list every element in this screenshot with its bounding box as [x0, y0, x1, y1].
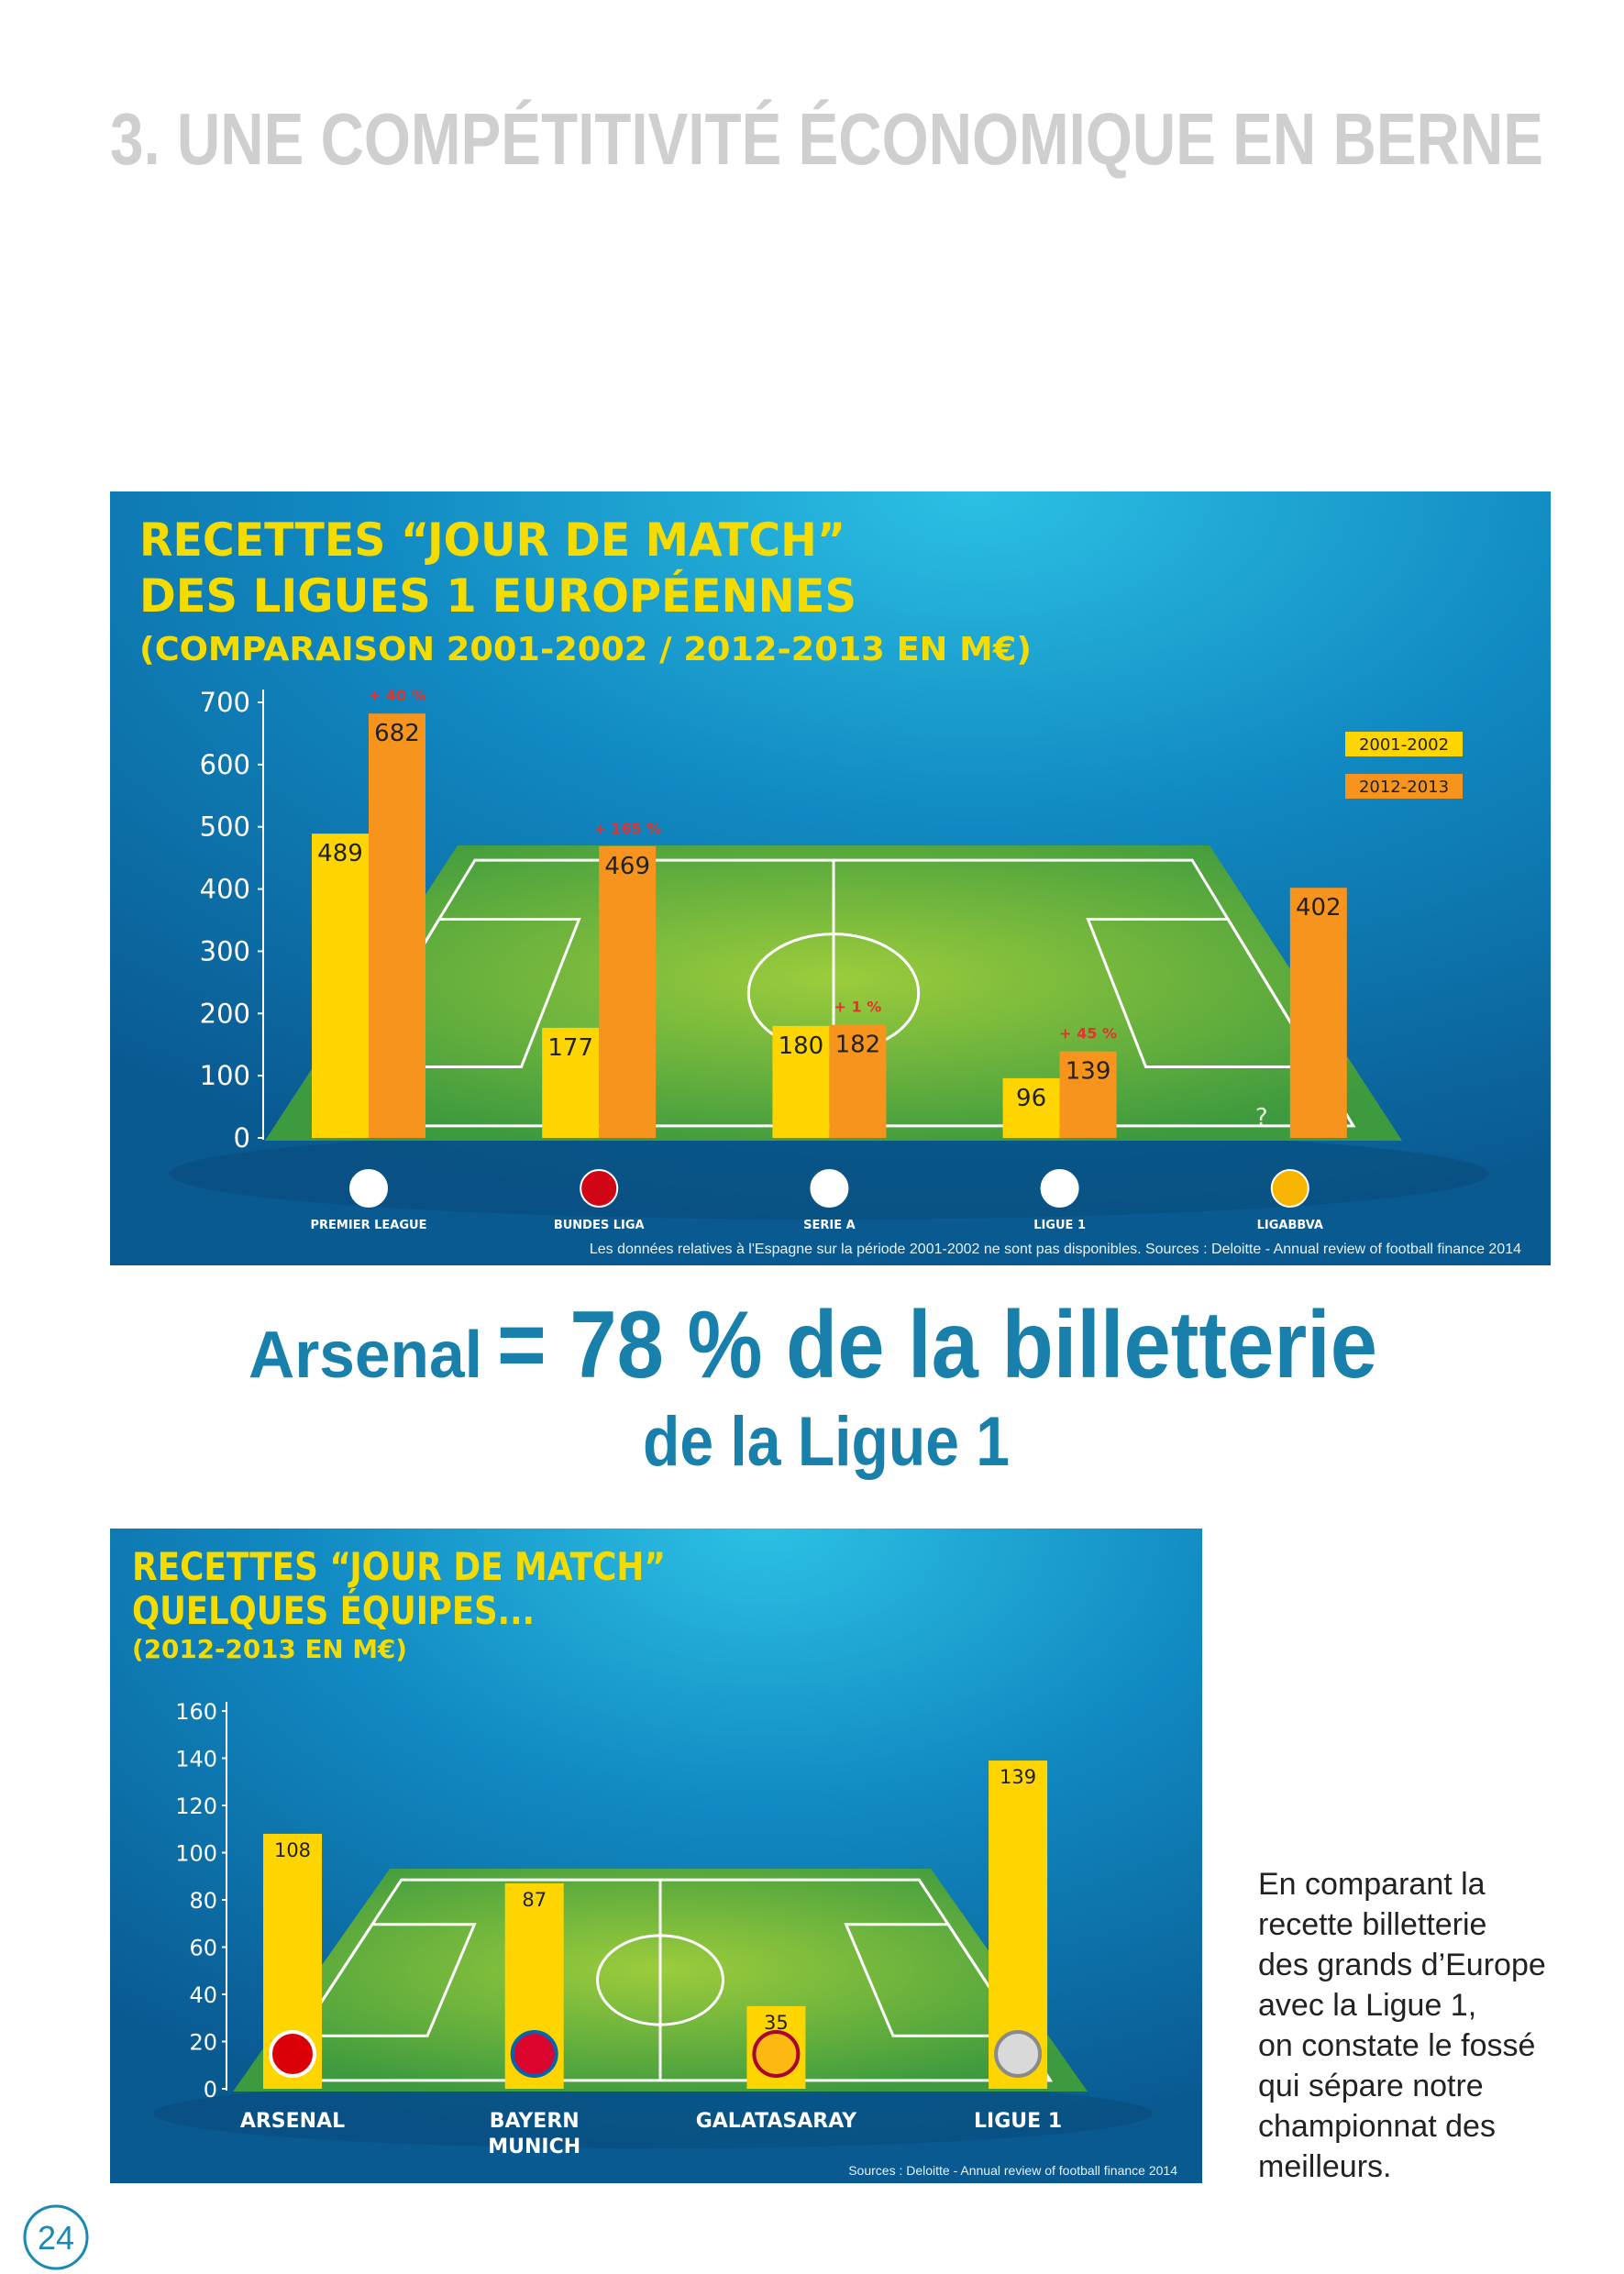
bar: [1289, 888, 1347, 1138]
value-label: 177: [547, 1034, 593, 1062]
league-logo: [1040, 1169, 1079, 1208]
headline-lead: Arsenal: [249, 1319, 482, 1392]
value-label: 182: [835, 1032, 881, 1059]
body-line: des grands d’Europe: [1258, 1948, 1546, 1982]
pitch-shadow: [153, 2079, 1153, 2148]
footnote: Sources : Deloitte - Annual review of fo…: [848, 2163, 1177, 2178]
body-line: recette billetterie: [1258, 1907, 1486, 1942]
x-tick-label: SERIE A: [803, 1219, 856, 1232]
bar: [599, 845, 657, 1138]
pitch-box: [296, 1923, 477, 2037]
y-tick-label: 0: [204, 2077, 217, 2103]
league-logo: [349, 1169, 388, 1208]
x-tick-label: BAYERN MUNICH: [488, 2110, 580, 2158]
value-label: 87: [522, 1889, 547, 1911]
bar: [312, 833, 369, 1138]
page-title: 3. UNE COMPÉTITIVITÉ ÉCONOMIQUE EN BERNE: [110, 98, 1543, 180]
chart-title: RECETTES “JOUR DE MATCH”: [132, 1544, 666, 1589]
body-line: En comparant la: [1258, 1867, 1486, 1902]
league-logo: [580, 1169, 619, 1208]
y-tick-label: 600: [200, 749, 250, 780]
body-text: En comparant la recette billetterie des gr…: [1258, 1867, 1546, 2184]
y-tick-label: 20: [189, 2030, 217, 2056]
body-line: on constate le fossé: [1258, 2028, 1535, 2063]
x-tick-label: LIGABBVA: [1257, 1219, 1323, 1232]
bar: [369, 713, 425, 1138]
y-tick-label: 500: [200, 811, 250, 843]
label-line: BAYERN: [490, 2110, 580, 2133]
chart-title: RECETTES “JOUR DE MATCH”: [139, 513, 845, 567]
value-label: 682: [374, 720, 420, 747]
headline-line2: de la Ligue 1: [643, 1403, 1010, 1481]
value-label: 402: [1296, 894, 1342, 922]
bar: [1002, 1077, 1060, 1138]
y-tick-label: 100: [200, 1060, 250, 1091]
chart-title: DES LIGUES 1 EUROPÉENNES: [139, 568, 856, 623]
y-tick-label: 0: [234, 1122, 250, 1154]
pitch-box: [1086, 918, 1320, 1068]
y-tick-label: 300: [200, 935, 250, 966]
x-tick-label: LIGUE 1: [974, 2110, 1062, 2133]
bar: [772, 1025, 830, 1138]
page-number-circle: [23, 2204, 89, 2270]
chart-subtitle: (2012-2013 EN M€): [132, 1634, 407, 1664]
growth-label: + 165 %: [593, 820, 661, 837]
value-label: 489: [317, 840, 363, 867]
y-tick-label: 60: [189, 1936, 217, 1961]
y-tick-label: 400: [200, 874, 250, 905]
legend-label: 2001-2002: [1359, 735, 1449, 755]
y-tick-label: 80: [189, 1888, 217, 1914]
y-tick-label: 200: [200, 998, 250, 1029]
bar: [829, 1024, 887, 1138]
value-label: 139: [1066, 1058, 1111, 1086]
y-tick-label: 160: [175, 1699, 217, 1725]
team-logo: [269, 2030, 316, 2078]
bar: [1059, 1051, 1117, 1138]
headline-main: = 78 % de la billetterie: [497, 1292, 1377, 1398]
value-label: 35: [764, 2012, 789, 2034]
legend-swatch: [1345, 732, 1463, 756]
y-tick-label: 100: [175, 1841, 217, 1867]
growth-label: + 45 %: [1059, 1025, 1117, 1043]
chart-subtitle: (COMPARAISON 2001-2002 / 2012-2013 EN M€…: [139, 631, 1032, 668]
label-line: MUNICH: [488, 2136, 580, 2158]
value-label: 108: [274, 1839, 311, 1861]
legend-swatch: [1345, 774, 1463, 799]
x-tick-label: GALATASARAY: [696, 2110, 857, 2133]
league-logo: [1270, 1169, 1309, 1208]
team-logo: [752, 2030, 801, 2078]
y-tick-label: 700: [200, 687, 250, 718]
value-label: 139: [1000, 1766, 1036, 1788]
team-logo: [510, 2030, 558, 2078]
team-logo: [994, 2030, 1043, 2078]
value-label: 96: [1016, 1085, 1046, 1112]
bar: [542, 1027, 600, 1138]
x-tick-label: LIGUE 1: [1033, 1219, 1086, 1232]
x-tick-label: BUNDES LIGA: [554, 1219, 645, 1232]
y-tick-label: 120: [175, 1794, 217, 1819]
value-label: 469: [604, 853, 650, 880]
footnote: Les données relatives à l'Espagne sur la…: [590, 1242, 1521, 1257]
x-tick-label: ARSENAL: [240, 2110, 345, 2133]
value-label: 180: [779, 1032, 824, 1060]
page-number: 24: [38, 2219, 74, 2257]
body-line: qui sépare notre: [1258, 2069, 1484, 2103]
league-logo: [810, 1169, 849, 1208]
body-line: avec la Ligue 1,: [1258, 1988, 1476, 2023]
growth-label: + 1 %: [834, 999, 882, 1016]
y-tick-label: 40: [189, 1982, 217, 2008]
body-line: meilleurs.: [1258, 2149, 1391, 2184]
pitch: [153, 1869, 1153, 2148]
y-tick-label: 140: [175, 1747, 217, 1772]
value-label: ?: [1255, 1104, 1268, 1131]
pitch-center-circle: [596, 1934, 724, 2026]
legend-label: 2012-2013: [1359, 778, 1449, 797]
x-tick-label: PREMIER LEAGUE: [311, 1219, 427, 1232]
body-line: championnat des: [1258, 2109, 1496, 2144]
growth-label: + 40 %: [369, 687, 426, 704]
chart-title: QUELQUES ÉQUIPES...: [132, 1587, 535, 1633]
